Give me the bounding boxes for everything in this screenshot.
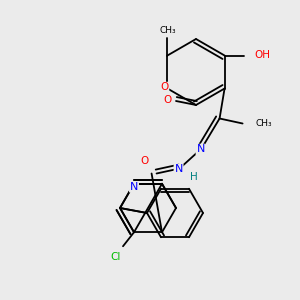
Text: N: N — [174, 164, 183, 175]
Text: CH₃: CH₃ — [256, 119, 272, 128]
Text: OH: OH — [255, 50, 271, 61]
Text: O: O — [160, 82, 169, 92]
Text: O: O — [140, 155, 149, 166]
Text: CH₃: CH₃ — [159, 26, 176, 35]
Text: N: N — [130, 182, 138, 192]
Text: O: O — [164, 95, 172, 105]
Text: Cl: Cl — [111, 252, 121, 262]
Text: N: N — [196, 145, 205, 154]
Text: H: H — [190, 172, 197, 182]
